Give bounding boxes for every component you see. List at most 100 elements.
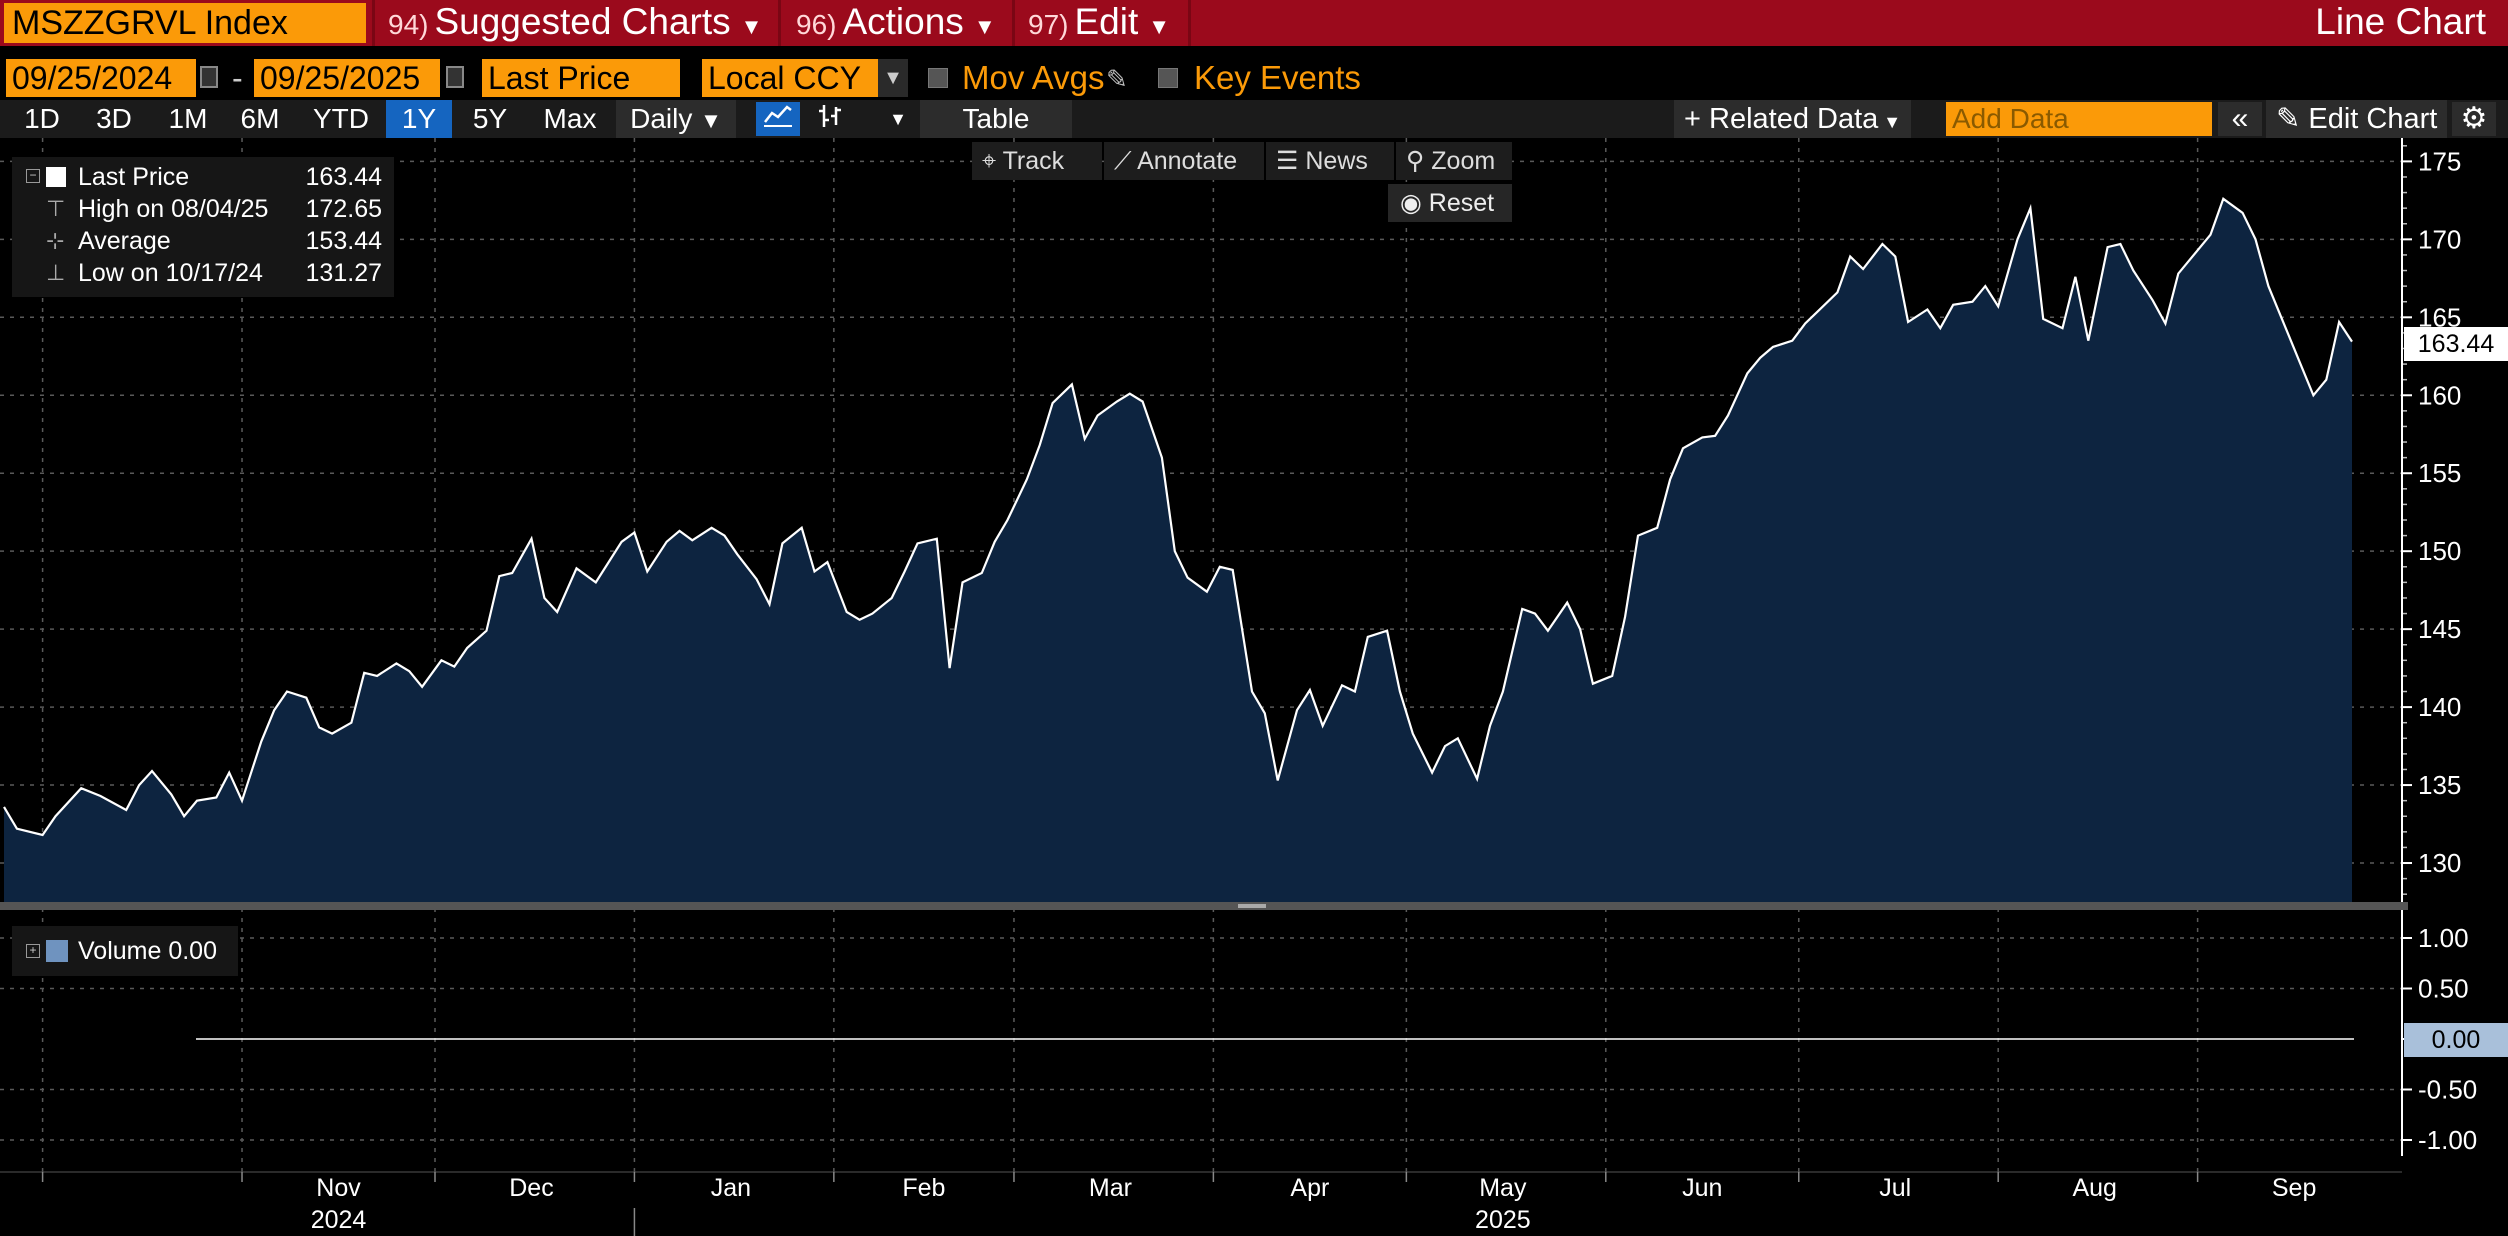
y-tick-label: 155 <box>2418 458 2461 488</box>
y-tick-label: 1.00 <box>2418 923 2469 953</box>
double-chevron-left-icon[interactable]: « <box>2218 102 2262 136</box>
reset-label: Reset <box>1428 189 1495 217</box>
news-label: News <box>1305 147 1368 175</box>
period-1m[interactable]: 1M <box>168 103 208 134</box>
pencil-icon[interactable]: ✎ <box>1106 64 1128 94</box>
start-date-field[interactable]: 09/25/2024 <box>6 59 196 97</box>
y-tick-label: 170 <box>2418 224 2461 254</box>
pane-divider <box>0 902 2408 910</box>
series-color-swatch <box>46 167 66 187</box>
related-data-button[interactable]: + Related Data ▼ <box>1674 100 1912 138</box>
gear-icon[interactable]: ⚙ <box>2452 102 2496 136</box>
low-marker-icon: ⊥ <box>46 260 66 285</box>
legend-high: ⊤ High on 08/04/25 172.65 <box>12 193 394 225</box>
price-line <box>3 197 2353 837</box>
annotate-label: Annotate <box>1137 147 1238 175</box>
menu-label: Actions <box>842 1 964 42</box>
track-button[interactable]: ⌖ Track <box>972 142 1102 180</box>
reset-icon: ◉ <box>1400 189 1429 217</box>
track-label: Track <box>1002 147 1065 175</box>
x-month-label: Nov <box>316 1174 361 1202</box>
zoom-button[interactable]: ⚲ Zoom <box>1396 142 1512 180</box>
currency-selector[interactable]: Local CCY <box>702 59 878 97</box>
chevron-down-icon: ▼ <box>1878 112 1902 132</box>
edit-chart-button[interactable]: ✎ Edit Chart <box>2266 100 2448 138</box>
menu-separator <box>778 0 781 46</box>
x-month-label: Jan <box>711 1174 751 1202</box>
annotate-button[interactable]: ⟋ Annotate <box>1104 142 1264 180</box>
period-max[interactable]: Max <box>543 103 597 134</box>
chevron-down-icon[interactable]: ▼ <box>889 109 907 129</box>
mov-avgs-label[interactable]: Mov Avgs <box>962 59 1105 96</box>
last-price-tag: 163.44 <box>2404 327 2508 361</box>
bar-chart-icon[interactable] <box>808 102 852 136</box>
pane-divider-handle <box>1238 904 1266 908</box>
menu-separator <box>372 0 375 46</box>
period-ytd[interactable]: YTD <box>313 103 369 134</box>
y-tick-label: 160 <box>2418 380 2461 410</box>
news-button[interactable]: ☰ News <box>1266 142 1394 180</box>
y-tick-label: -0.50 <box>2418 1075 2477 1105</box>
key-events-label[interactable]: Key Events <box>1194 59 1361 96</box>
related-data-label: Related Data <box>1709 103 1879 135</box>
menu-separator <box>1188 0 1191 46</box>
pencil-icon: ✎ <box>2276 103 2309 135</box>
expand-icon[interactable]: + <box>26 944 40 958</box>
x-month-label: Jun <box>1682 1174 1722 1202</box>
period-1d[interactable]: 1D <box>24 103 60 134</box>
add-data-input[interactable]: Add Data <box>1946 102 2212 136</box>
legend-last-price[interactable]: − Last Price 163.44 <box>12 161 394 193</box>
menu-label: Suggested Charts <box>434 1 731 42</box>
zoom-label: Zoom <box>1431 147 1496 175</box>
frequency-label: Daily <box>630 103 693 134</box>
menu-separator <box>1012 0 1015 46</box>
frequency-selector[interactable]: Daily ▼ <box>616 100 736 138</box>
volume-y-axis: 1.00 0.50 -0.50 -1.00 <box>2402 923 2477 1155</box>
period-5y[interactable]: 5Y <box>472 103 508 134</box>
y-tick-label: 0.50 <box>2418 974 2469 1004</box>
period-6m[interactable]: 6M <box>240 103 280 134</box>
field-selector[interactable]: Last Price <box>482 59 680 97</box>
reset-button[interactable]: ◉ Reset <box>1388 184 1512 222</box>
y-tick-label: 135 <box>2418 770 2461 800</box>
calendar-icon[interactable] <box>446 66 464 88</box>
y-tick-label: 140 <box>2418 692 2461 722</box>
key-events-checkbox[interactable] <box>1158 68 1178 88</box>
collapse-icon[interactable]: − <box>26 169 40 183</box>
mov-avgs-checkbox[interactable] <box>928 68 948 88</box>
chevron-down-icon: ▼ <box>973 14 996 39</box>
legend-average: ⊹ Average 153.44 <box>12 225 394 257</box>
period-1y[interactable]: 1Y <box>386 100 452 138</box>
calendar-icon[interactable] <box>200 66 218 88</box>
x-year-label: 2025 <box>1475 1206 1531 1234</box>
table-button[interactable]: Table <box>920 100 1072 138</box>
actions-menu[interactable]: 96) Actions ▼ <box>796 0 996 46</box>
legend-value: 163.44 <box>305 163 382 191</box>
x-month-label: Dec <box>509 1174 553 1202</box>
end-date-field[interactable]: 09/25/2025 <box>254 59 440 97</box>
magnifier-icon: ⚲ <box>1406 147 1432 175</box>
menu-label: Edit <box>1074 1 1139 42</box>
legend-value: 153.44 <box>305 227 382 255</box>
legend-label: Average <box>78 227 171 255</box>
legend-label: Last Price <box>78 163 190 191</box>
edit-menu[interactable]: 97) Edit ▼ <box>1028 0 1170 46</box>
line-chart-icon[interactable] <box>756 102 800 136</box>
ticker-input[interactable]: MSZZGRVL Index <box>4 3 366 43</box>
volume-label: Volume 0.00 <box>78 937 217 965</box>
series-color-swatch <box>46 940 68 962</box>
y-tick-label: 175 <box>2418 146 2461 176</box>
legend-low: ⊥ Low on 10/17/24 131.27 <box>12 257 394 289</box>
legend-label: Low on 10/17/24 <box>78 259 263 287</box>
suggested-charts-menu[interactable]: 94) Suggested Charts ▼ <box>388 0 762 46</box>
legend-value: 131.27 <box>305 259 382 287</box>
period-3d[interactable]: 3D <box>96 103 132 134</box>
crosshair-icon: ⌖ <box>982 147 1003 175</box>
x-month-label: Mar <box>1089 1174 1132 1202</box>
legend-value: 172.65 <box>305 195 382 223</box>
chevron-down-icon[interactable]: ▼ <box>878 59 908 97</box>
chart-type-title: Line Chart <box>2315 1 2486 42</box>
volume-legend[interactable]: + Volume 0.00 <box>12 926 238 976</box>
